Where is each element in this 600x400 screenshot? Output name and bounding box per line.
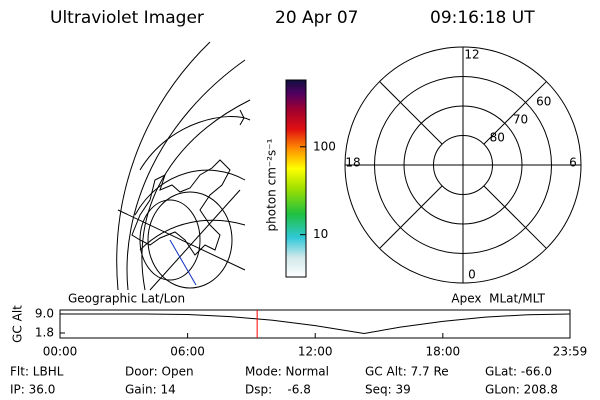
polar-plot <box>344 46 582 284</box>
info-field: Flt: LBHL <box>10 365 64 379</box>
info-field: IP: 36.0 <box>10 383 55 397</box>
right-label: Apex MLat/MLT <box>451 292 545 306</box>
mlt-label: 12 <box>464 48 479 62</box>
y-tick-label: 9.0 <box>35 306 54 320</box>
info-field: GLat: -66.0 <box>485 365 552 379</box>
x-tick-label: 18:00 <box>426 345 461 359</box>
info-field: Gain: 14 <box>125 383 176 397</box>
lat-ring <box>374 76 552 254</box>
mlt-spoke <box>483 185 547 249</box>
lat-ring <box>403 105 523 225</box>
x-tick-label: 23:59 <box>553 345 588 359</box>
y-axis-label: GC Alt <box>11 305 25 343</box>
lat-label: 60 <box>536 94 551 108</box>
mlt-label: 0 <box>468 268 476 282</box>
title: Ultraviolet Imager <box>50 8 204 28</box>
colorbar-tick-label: 10 <box>313 227 328 241</box>
lat-label: 80 <box>490 131 505 145</box>
time: 09:16:18 UT <box>430 8 535 28</box>
x-tick-label: 06:00 <box>170 345 205 359</box>
map <box>116 41 251 291</box>
mlt-label: 6 <box>569 156 577 170</box>
mlt-spoke <box>379 81 443 145</box>
lat-ring <box>433 135 493 195</box>
x-tick-label: 12:00 <box>298 345 333 359</box>
left-label: Geographic Lat/Lon <box>68 292 185 306</box>
mlt-label: 18 <box>345 156 360 170</box>
info-field: GLon: 208.8 <box>485 383 558 397</box>
x-tick-label: 00:00 <box>43 345 78 359</box>
mlt-spoke <box>379 185 443 249</box>
info-field: Seq: 39 <box>365 383 411 397</box>
altitude-line <box>60 313 571 335</box>
y-tick-label: 1.8 <box>35 325 54 339</box>
lat-label: 70 <box>513 113 528 127</box>
colorbar-label: photon cm⁻²s⁻¹ <box>265 138 279 231</box>
mlt-spoke <box>483 81 547 145</box>
info-field: Dsp: -6.8 <box>245 383 311 397</box>
info-field: GC Alt: 7.7 Re <box>365 365 449 379</box>
colorbar <box>285 79 307 278</box>
info-field: Mode: Normal <box>245 365 329 379</box>
colorbar-tick-label: 100 <box>313 139 336 153</box>
date: 20 Apr 07 <box>275 8 358 28</box>
info-field: Door: Open <box>125 365 194 379</box>
